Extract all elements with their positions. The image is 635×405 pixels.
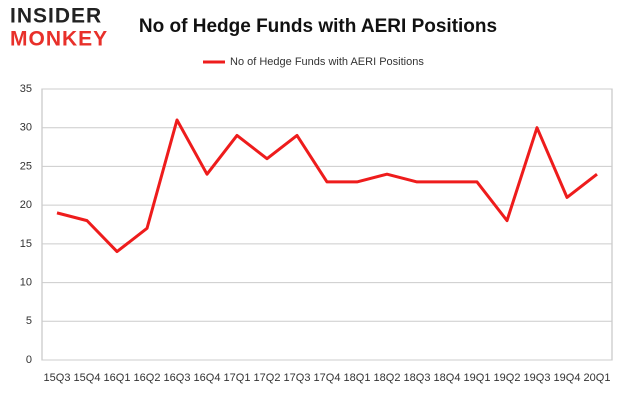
x-tick-label: 18Q3 bbox=[404, 372, 431, 384]
legend-label: No of Hedge Funds with AERI Positions bbox=[230, 56, 424, 68]
x-tick-label: 19Q4 bbox=[554, 372, 581, 384]
y-tick-label: 10 bbox=[20, 276, 32, 288]
x-tick-label: 15Q3 bbox=[44, 372, 71, 384]
chart-title: No of Hedge Funds with AERI Positions bbox=[139, 16, 497, 37]
y-tick-label: 5 bbox=[26, 315, 32, 327]
x-tick-label: 18Q4 bbox=[434, 372, 461, 384]
x-tick-label: 18Q1 bbox=[344, 372, 371, 384]
plot-frame bbox=[41, 88, 613, 361]
x-tick-label: 20Q1 bbox=[584, 372, 611, 384]
y-tick-label: 15 bbox=[20, 238, 32, 250]
x-tick-label: 16Q2 bbox=[134, 372, 161, 384]
data-line bbox=[56, 118, 598, 254]
x-tick-label: 15Q4 bbox=[74, 372, 101, 384]
y-tick-label: 20 bbox=[20, 199, 32, 211]
logo-top: INSIDER bbox=[10, 5, 102, 28]
x-tick-label: 17Q2 bbox=[254, 372, 281, 384]
x-tick-label: 16Q4 bbox=[194, 372, 221, 384]
x-tick-label: 17Q3 bbox=[284, 372, 311, 384]
y-tick-label: 0 bbox=[26, 354, 32, 366]
x-tick-label: 16Q3 bbox=[164, 372, 191, 384]
x-tick-label: 17Q4 bbox=[314, 372, 341, 384]
y-tick-label: 25 bbox=[20, 160, 32, 172]
x-tick-label: 19Q1 bbox=[464, 372, 491, 384]
x-tick-label: 18Q2 bbox=[374, 372, 401, 384]
x-tick-label: 19Q2 bbox=[494, 372, 521, 384]
x-tick-label: 19Q3 bbox=[524, 372, 551, 384]
x-tick-label: 17Q1 bbox=[224, 372, 251, 384]
y-tick-label: 35 bbox=[20, 83, 32, 95]
logo-bottom: MONKEY bbox=[10, 28, 108, 51]
x-tick-label: 16Q1 bbox=[104, 372, 131, 384]
y-tick-label: 30 bbox=[20, 122, 32, 134]
